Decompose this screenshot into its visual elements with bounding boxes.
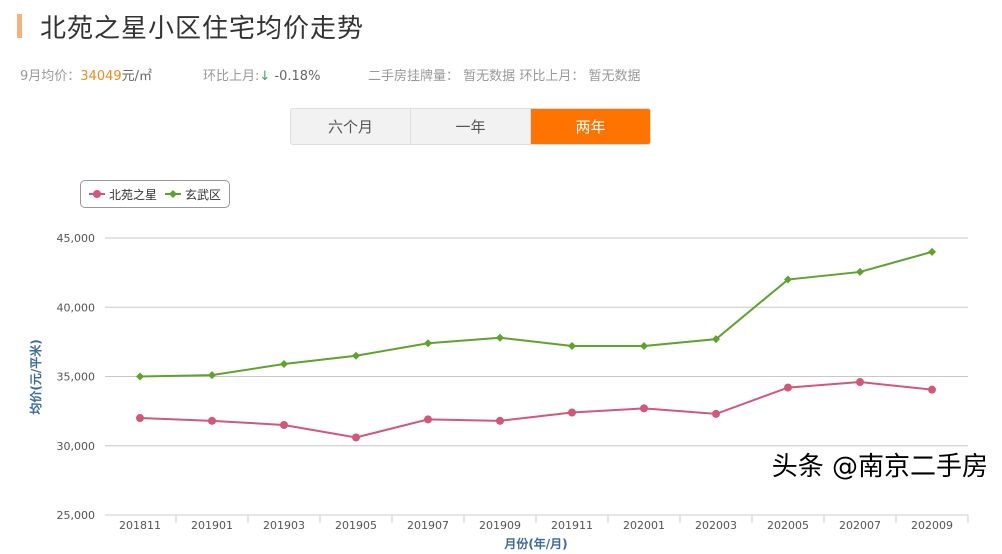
listing-mom-label: 环比上月： xyxy=(519,69,585,84)
listing-mom-value: 暂无数据 xyxy=(588,69,641,84)
x-tick-label: 202007 xyxy=(839,519,881,532)
legend-label: 玄武区 xyxy=(185,187,222,202)
data-point xyxy=(280,420,288,429)
down-arrow-icon: ↓ xyxy=(259,69,271,84)
data-point xyxy=(568,408,576,417)
tab-six-months[interactable]: 六个月 xyxy=(291,109,411,144)
listing-label: 二手房挂牌量： xyxy=(368,69,460,84)
x-tick-label: 201901 xyxy=(191,519,233,532)
title-accent-bar xyxy=(17,14,22,38)
data-point xyxy=(496,333,504,342)
data-point xyxy=(424,415,432,424)
x-tick-label: 201905 xyxy=(335,519,377,532)
data-point xyxy=(928,247,936,256)
y-axis-title: 均价(元/平米) xyxy=(28,339,43,414)
watermark: 头条 @南京二手房 xyxy=(771,452,988,482)
x-tick-label: 201811 xyxy=(119,519,161,532)
avg-price-value: 34049 xyxy=(80,69,122,84)
x-axis-title: 月份(年/月) xyxy=(503,536,567,551)
data-point xyxy=(208,416,216,425)
listing-stats: 二手房挂牌量： 暂无数据 环比上月： 暂无数据 xyxy=(368,65,640,84)
mom-value: -0.18% xyxy=(274,69,321,84)
y-tick-label: 35,000 xyxy=(57,371,96,384)
data-point xyxy=(928,385,936,394)
period-tabs: 六个月 一年 两年 xyxy=(290,108,651,145)
x-tick-label: 202009 xyxy=(911,519,953,532)
data-point xyxy=(208,371,216,380)
chart-legend: 北苑之星 玄武区 xyxy=(80,180,231,208)
x-tick-label: 201909 xyxy=(479,519,521,532)
mom-label: 环比上月: xyxy=(203,69,260,84)
series-line-1 xyxy=(139,381,933,439)
data-point xyxy=(640,342,648,351)
data-point xyxy=(712,409,720,418)
avg-price: 9月均价：34049元/㎡ xyxy=(20,65,152,84)
y-tick-label: 40,000 xyxy=(57,301,96,314)
y-tick-label: 30,000 xyxy=(57,440,96,453)
legend-marker-icon xyxy=(165,190,182,198)
y-tick-label: 25,000 xyxy=(57,509,96,522)
data-point xyxy=(280,360,288,369)
x-tick-label: 202005 xyxy=(767,519,809,532)
x-tick-label: 202001 xyxy=(623,519,665,532)
avg-price-label: 9月均价： xyxy=(20,69,81,84)
data-point xyxy=(856,378,864,387)
page-title: 北苑之星小区住宅均价走势 xyxy=(40,14,365,44)
x-tick-label: 201903 xyxy=(263,519,305,532)
data-point xyxy=(784,275,792,284)
y-tick-label: 45,000 xyxy=(57,232,96,245)
series-line-2 xyxy=(139,250,933,378)
data-point xyxy=(352,433,360,442)
tab-two-years[interactable]: 两年 xyxy=(531,109,650,144)
data-point xyxy=(496,416,504,425)
legend-item-series2[interactable]: 玄武区 xyxy=(165,186,221,203)
data-point xyxy=(640,404,648,413)
x-tick-label: 201911 xyxy=(551,519,593,532)
listing-value: 暂无数据 xyxy=(463,69,516,84)
data-point xyxy=(424,339,432,348)
avg-price-unit: 元/㎡ xyxy=(121,69,153,84)
data-point xyxy=(136,372,144,381)
data-point xyxy=(712,335,720,344)
tab-one-year[interactable]: 一年 xyxy=(411,109,531,144)
data-point xyxy=(856,267,864,276)
mom-change: 环比上月:↓ -0.18% xyxy=(203,65,320,84)
data-point xyxy=(136,414,144,423)
data-point xyxy=(352,351,360,360)
x-tick-label: 201907 xyxy=(407,519,449,532)
legend-label: 北苑之星 xyxy=(109,187,158,202)
legend-item-series1[interactable]: 北苑之星 xyxy=(89,186,157,203)
data-point xyxy=(784,383,792,392)
legend-marker-icon xyxy=(89,190,105,198)
data-point xyxy=(568,342,576,351)
x-tick-label: 202003 xyxy=(695,519,737,532)
